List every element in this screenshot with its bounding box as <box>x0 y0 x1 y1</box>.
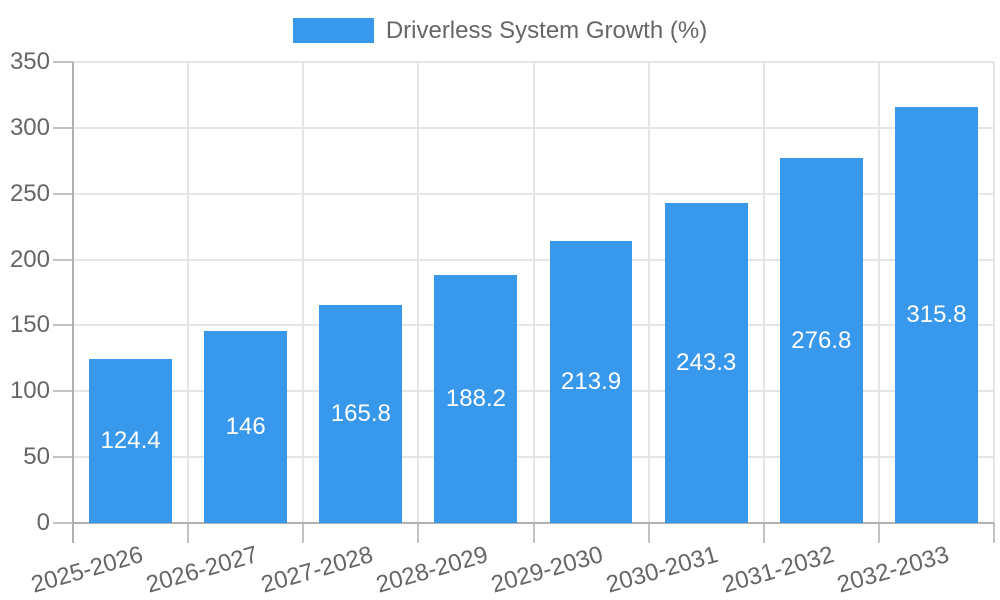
y-axis-tick-label: 150 <box>9 311 50 339</box>
y-axis-line <box>72 62 74 543</box>
y-axis-tick-label: 350 <box>9 48 50 75</box>
y-axis-tick-label: 100 <box>9 377 50 405</box>
bar[interactable] <box>779 158 863 523</box>
y-axis-tick <box>53 61 73 63</box>
x-axis-category-label: 2030-2031 <box>603 541 722 599</box>
x-axis-tick <box>532 523 535 543</box>
x-gridline <box>417 62 420 523</box>
x-gridline <box>532 62 535 523</box>
y-axis-tick-label: 50 <box>23 443 50 471</box>
x-gridline <box>187 62 190 523</box>
y-axis-tick <box>53 456 73 459</box>
y-axis-tick-label: 0 <box>36 509 50 536</box>
bar[interactable] <box>549 241 633 523</box>
x-gridline <box>302 62 305 523</box>
legend: Driverless System Growth (%) <box>0 18 1000 43</box>
bar[interactable] <box>894 107 978 523</box>
y-axis-tick <box>53 390 73 393</box>
bar-value-label: 124.4 <box>100 427 161 455</box>
bar-value-label: 243.3 <box>676 348 737 376</box>
x-axis-category-label: 2029-2030 <box>488 541 607 599</box>
y-axis-tick <box>53 192 73 195</box>
bar[interactable] <box>664 202 748 523</box>
x-axis-tick <box>647 523 650 543</box>
bar-value-label: 146 <box>225 412 266 440</box>
x-axis-line <box>73 522 994 524</box>
bar-value-label: 315.8 <box>906 301 967 329</box>
y-axis-tick <box>53 126 73 129</box>
x-axis-tick <box>187 523 190 543</box>
x-gridline <box>993 62 995 523</box>
bar[interactable] <box>434 275 518 523</box>
bar-value-label: 165.8 <box>330 399 391 427</box>
bar-value-label: 213.9 <box>561 368 622 396</box>
bar-value-label: 276.8 <box>791 326 852 354</box>
y-axis-tick <box>53 258 73 261</box>
y-axis-tick-label: 250 <box>9 179 50 207</box>
y-axis-tick-label: 300 <box>9 113 50 141</box>
legend-label: Driverless System Growth (%) <box>385 17 708 44</box>
x-gridline <box>762 62 765 523</box>
x-axis-tick <box>877 523 880 543</box>
x-axis-tick <box>302 523 305 543</box>
x-axis-tick <box>993 523 995 543</box>
x-axis-category-label: 2026-2027 <box>143 541 261 599</box>
bar[interactable] <box>204 330 288 523</box>
x-axis-tick <box>762 523 765 543</box>
x-axis-category-label: 2025-2026 <box>27 541 146 599</box>
y-axis-tick <box>53 522 73 524</box>
bar[interactable] <box>89 359 172 523</box>
x-axis-category-label: 2031-2032 <box>718 541 837 599</box>
legend-item[interactable]: Driverless System Growth (%) <box>292 17 708 44</box>
legend-swatch-icon <box>292 18 374 43</box>
x-axis-category-label: 2032-2033 <box>833 541 952 599</box>
bar-value-label: 188.2 <box>445 385 506 413</box>
x-axis-category-label: 2028-2029 <box>373 541 492 599</box>
x-gridline <box>877 62 880 523</box>
x-gridline <box>647 62 650 523</box>
bar[interactable] <box>319 304 403 523</box>
x-axis-category-label: 2027-2028 <box>258 541 376 599</box>
y-axis-tick-label: 200 <box>9 245 50 273</box>
x-axis-tick <box>417 523 420 543</box>
y-axis-tick <box>53 324 73 327</box>
